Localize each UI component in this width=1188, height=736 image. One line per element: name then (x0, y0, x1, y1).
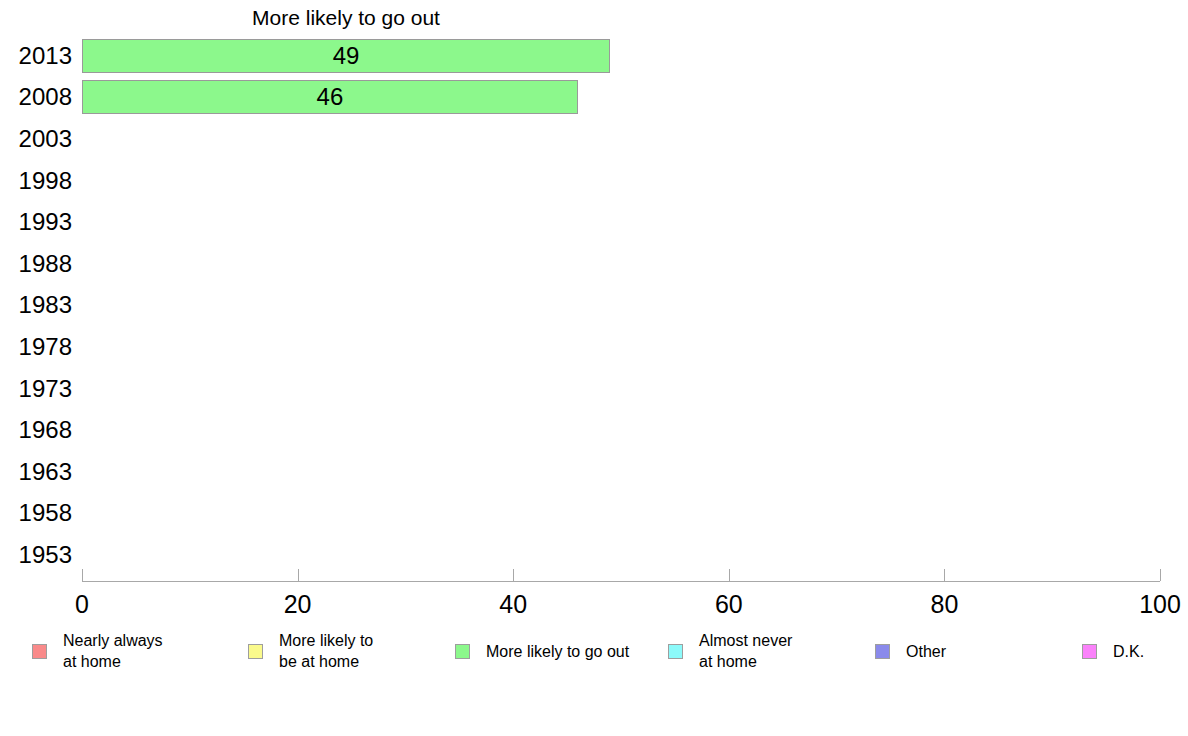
bar: 49 (82, 39, 610, 73)
legend-swatch-more-likely-to-be-at-home (248, 644, 263, 659)
legend-swatch-almost-never-at-home (668, 644, 683, 659)
legend-label: More likely tobe at home (279, 630, 373, 672)
y-axis-label: 1953 (0, 542, 72, 568)
legend-item-dk: D.K. (1082, 629, 1144, 673)
y-axis-label: 1998 (0, 168, 72, 194)
y-axis-label: 1958 (0, 500, 72, 526)
x-axis-line (82, 581, 1160, 582)
legend-label: Almost neverat home (699, 630, 792, 672)
x-axis-tick-label: 20 (258, 590, 338, 619)
legend-item-more-likely-to-go-out: More likely to go out (455, 629, 629, 673)
legend-item-nearly-always-at-home: Nearly alwaysat home (32, 629, 163, 673)
x-axis-tick (513, 569, 514, 581)
y-axis-label: 1993 (0, 209, 72, 235)
y-axis-label: 1968 (0, 417, 72, 443)
legend-label: Nearly alwaysat home (63, 630, 163, 672)
x-axis-tick-label: 100 (1120, 590, 1188, 619)
bar: 46 (82, 80, 578, 114)
y-axis-label: 2003 (0, 126, 72, 152)
legend-swatch-dk (1082, 644, 1097, 659)
legend-item-more-likely-to-be-at-home: More likely tobe at home (248, 629, 373, 673)
bar-value-label: 46 (317, 83, 344, 111)
y-axis-label: 2013 (0, 43, 72, 69)
legend-item-almost-never-at-home: Almost neverat home (668, 629, 792, 673)
x-axis-tick-label: 80 (904, 590, 984, 619)
legend-label: Other (906, 641, 946, 662)
y-axis-label: 1973 (0, 376, 72, 402)
y-axis-label: 2008 (0, 84, 72, 110)
chart-canvas: More likely to go out 2013 2008 2003 1998 19… (0, 0, 1188, 736)
x-axis-tick-label: 0 (42, 590, 122, 619)
x-axis-tick-label: 60 (689, 590, 769, 619)
x-axis-tick (944, 569, 945, 581)
x-axis-tick-label: 40 (473, 590, 553, 619)
legend-item-other: Other (875, 629, 946, 673)
bar-value-label: 49 (333, 42, 360, 70)
y-axis-label: 1988 (0, 251, 72, 277)
x-axis-tick (729, 569, 730, 581)
y-axis-label: 1963 (0, 459, 72, 485)
x-axis-tick (82, 569, 83, 581)
y-axis-label: 1983 (0, 292, 72, 318)
legend-swatch-other (875, 644, 890, 659)
legend-swatch-nearly-always-at-home (32, 644, 47, 659)
legend-swatch-more-likely-to-go-out (455, 644, 470, 659)
legend-label: More likely to go out (486, 641, 629, 662)
x-axis-tick (298, 569, 299, 581)
chart-title: More likely to go out (82, 6, 610, 30)
y-axis-label: 1978 (0, 334, 72, 360)
x-axis-tick (1160, 569, 1161, 581)
legend-label: D.K. (1113, 641, 1144, 662)
